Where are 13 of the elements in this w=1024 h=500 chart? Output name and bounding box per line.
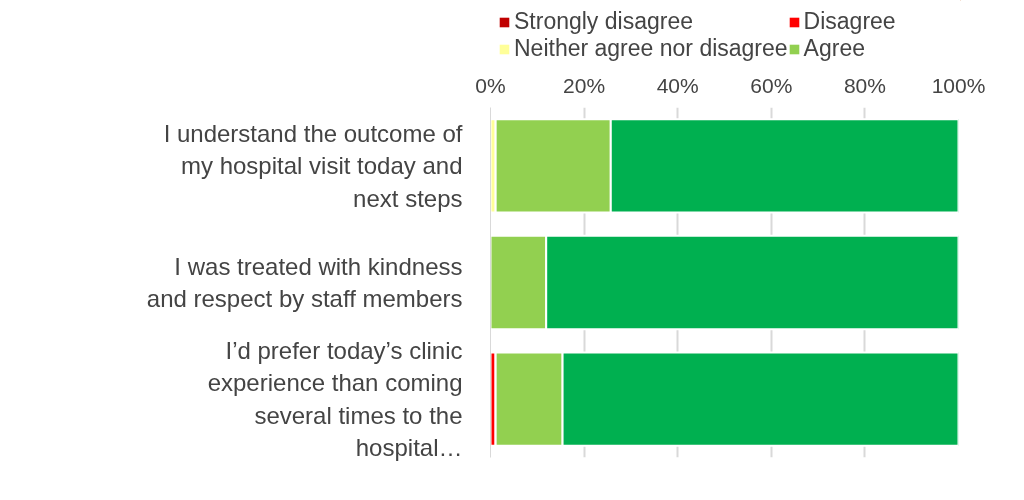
x-tick-label: 20% [563,73,606,97]
legend-label: Agree [803,35,866,62]
y-tick-label: I understand the outcome of my hospital visit today and next steps [163,119,463,212]
x-tick-label: 60% [750,73,793,97]
legend-label: Strongly disagree [514,8,694,35]
x-tick-label: 80% [843,73,886,97]
x-tick-label: 100% [931,73,986,97]
y-tick-label: I was treated with kindness and respect by staff members [146,252,463,313]
y-tick-label: I’d prefer today’s clinic experience than coming several times to the hospital… [207,337,463,462]
legend-label: Disagree [803,8,897,35]
legend-label: Neither agree nor disagree [514,35,788,62]
x-tick-label: 40% [656,73,699,97]
x-tick-label: 0% [475,73,506,97]
